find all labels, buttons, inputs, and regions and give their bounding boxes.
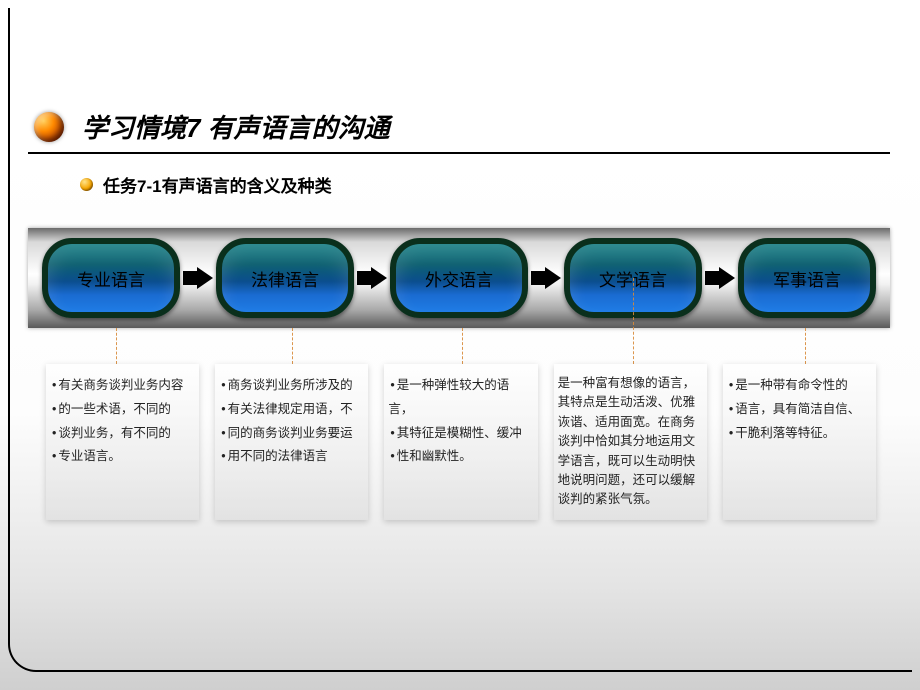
connector-3 xyxy=(462,328,463,364)
arrow-icon xyxy=(180,244,216,312)
connector-1 xyxy=(116,328,117,364)
desc-line: 有关法律规定用语，不 xyxy=(219,398,360,422)
desc-diplomatic: 是一种弹性较大的语言， 其特征是模糊性、缓冲 性和幽默性。 xyxy=(384,364,537,520)
description-row: 有关商务谈判业务内容 的一些术语，不同的 谈判业务，有不同的 专业语言。 商务谈… xyxy=(46,364,876,520)
desc-line: 是一种带有命令性的 xyxy=(727,374,868,398)
desc-legal: 商务谈判业务所涉及的 有关法律规定用语，不 同的商务谈判业务要运 用不同的法律语… xyxy=(215,364,368,520)
connector-4 xyxy=(633,278,634,364)
desc-military: 是一种带有命令性的 语言，具有简洁自信、 干脆利落等特征。 xyxy=(723,364,876,520)
pill-legal: 法律语言 xyxy=(216,238,354,318)
pill-diplomatic: 外交语言 xyxy=(390,238,528,318)
desc-literary: 是一种富有想像的语言，其特点是生动活泼、优雅诙谐、适用面宽。在商务谈判中恰如其分… xyxy=(554,364,707,520)
desc-line: 语言，具有简洁自信、 xyxy=(727,398,868,422)
pill-professional: 专业语言 xyxy=(42,238,180,318)
desc-line: 是一种弹性较大的语言， xyxy=(388,374,529,422)
desc-line: 同的商务谈判业务要运 xyxy=(219,422,360,446)
header: 学习情境7 有声语言的沟通 xyxy=(34,108,390,145)
subheader-text: 任务7-1有声语言的含义及种类 xyxy=(103,172,332,197)
desc-line: 商务谈判业务所涉及的 xyxy=(219,374,360,398)
desc-professional: 有关商务谈判业务内容 的一些术语，不同的 谈判业务，有不同的 专业语言。 xyxy=(46,364,199,520)
desc-line: 性和幽默性。 xyxy=(388,445,529,469)
desc-line: 谈判业务，有不同的 xyxy=(50,422,191,446)
desc-line: 的一些术语，不同的 xyxy=(50,398,191,422)
arrow-icon xyxy=(528,244,564,312)
desc-line: 干脆利落等特征。 xyxy=(727,422,868,446)
flow-bar: 专业语言 法律语言 外交语言 文学语言 军事语言 xyxy=(28,228,890,328)
subheader: 任务7-1有声语言的含义及种类 xyxy=(80,172,332,197)
page-title: 学习情境7 有声语言的沟通 xyxy=(82,108,390,145)
header-orb-icon xyxy=(34,112,64,142)
header-rule xyxy=(28,152,890,154)
desc-line: 其特征是模糊性、缓冲 xyxy=(388,422,529,446)
desc-line: 有关商务谈判业务内容 xyxy=(50,374,191,398)
arrow-icon xyxy=(354,244,390,312)
desc-text: 是一种富有想像的语言，其特点是生动活泼、优雅诙谐、适用面宽。在商务谈判中恰如其分… xyxy=(558,376,696,506)
pill-military: 军事语言 xyxy=(738,238,876,318)
desc-line: 用不同的法律语言 xyxy=(219,445,360,469)
bullet-dot-icon xyxy=(80,178,93,191)
connector-5 xyxy=(805,328,806,364)
desc-line: 专业语言。 xyxy=(50,445,191,469)
arrow-icon xyxy=(702,244,738,312)
slide: 学习情境7 有声语言的沟通 任务7-1有声语言的含义及种类 专业语言 法律语言 … xyxy=(0,0,920,690)
connector-2 xyxy=(292,328,293,364)
